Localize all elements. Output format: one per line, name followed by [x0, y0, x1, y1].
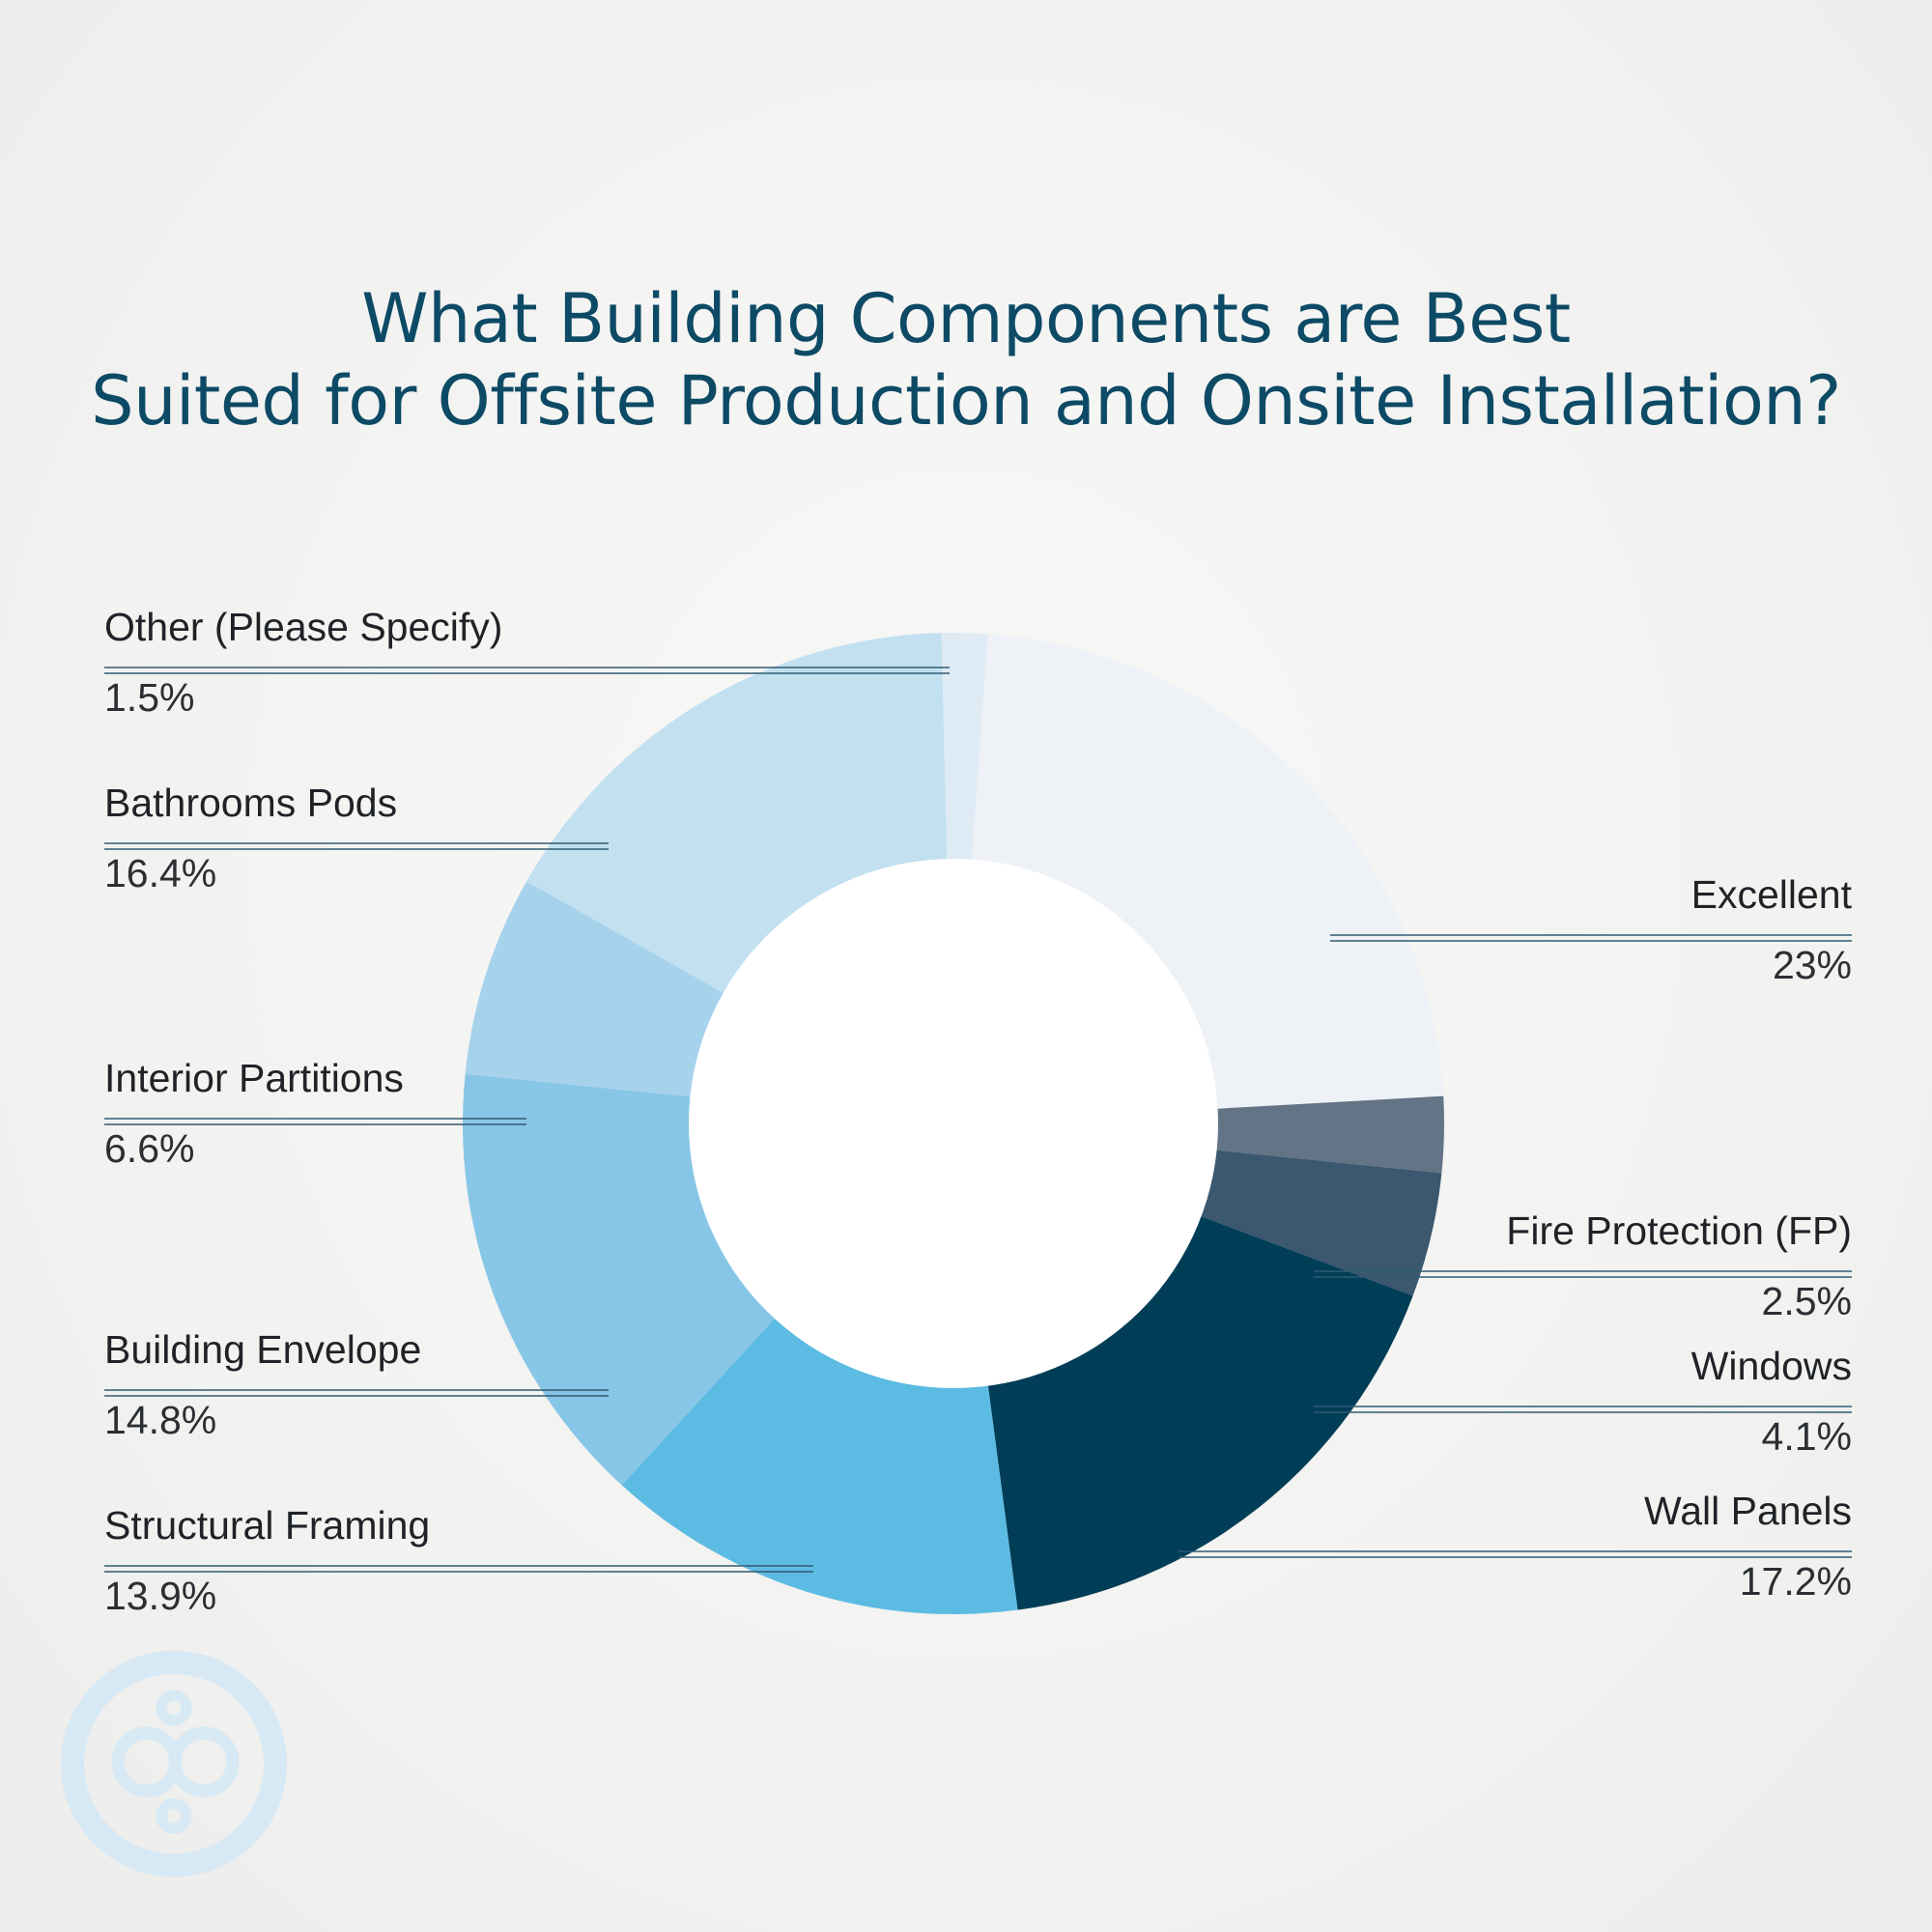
slice-excellent — [971, 634, 1444, 1109]
slice-value-building-envelope: 14.8% — [104, 1398, 216, 1442]
slice-label-structural-framing: Structural Framing — [104, 1503, 430, 1548]
slice-label-fire-protection-fp: Fire Protection (FP) — [1506, 1208, 1852, 1253]
slice-value-excellent: 23% — [1773, 943, 1852, 987]
label-group-windows: Windows 4.1% — [1314, 1344, 1852, 1459]
label-group-building-envelope: Building Envelope 14.8% — [104, 1327, 609, 1442]
slice-value-other-please-specify: 1.5% — [104, 675, 194, 720]
slice-fire-protection-fp — [1214, 1095, 1444, 1174]
slice-other-please-specify — [941, 633, 988, 862]
slice-label-wall-panels: Wall Panels — [1644, 1489, 1852, 1533]
label-group-interior-partitions: Interior Partitions 6.6% — [104, 1056, 526, 1171]
chart-title-line-1: What Building Components are Best — [361, 279, 1571, 358]
slice-label-windows: Windows — [1691, 1344, 1852, 1388]
donut-hole — [689, 859, 1218, 1388]
slice-labels: Excellent 23% Fire Protection (FP) 2.5% Wind… — [104, 605, 1853, 1618]
donut-slices — [462, 633, 1444, 1614]
slice-structural-framing — [621, 1317, 1018, 1614]
slice-value-structural-framing: 13.9% — [104, 1574, 216, 1618]
label-group-other-please-specify: Other (Please Specify) 1.5% — [104, 605, 950, 720]
slice-label-excellent: Excellent — [1691, 872, 1853, 917]
label-group-excellent: Excellent 23% — [1330, 872, 1853, 987]
slice-wall-panels — [987, 1215, 1413, 1610]
slice-building-envelope — [462, 1073, 777, 1486]
slice-windows — [1199, 1150, 1442, 1296]
slice-value-wall-panels: 17.2% — [1740, 1559, 1852, 1604]
label-group-wall-panels: Wall Panels 17.2% — [1179, 1489, 1852, 1604]
slice-label-building-envelope: Building Envelope — [104, 1327, 421, 1372]
slice-value-windows: 4.1% — [1762, 1414, 1852, 1459]
slice-label-interior-partitions: Interior Partitions — [104, 1056, 404, 1100]
label-group-structural-framing: Structural Framing 13.9% — [104, 1503, 813, 1618]
label-group-fire-protection-fp: Fire Protection (FP) 2.5% — [1314, 1208, 1852, 1323]
slice-value-fire-protection-fp: 2.5% — [1762, 1279, 1852, 1323]
company-logo-icon — [61, 1651, 287, 1877]
slice-label-bathrooms-pods: Bathrooms Pods — [104, 781, 397, 825]
slice-value-bathrooms-pods: 16.4% — [104, 851, 216, 895]
slice-label-other-please-specify: Other (Please Specify) — [104, 605, 502, 649]
slice-bathrooms-pods — [526, 633, 948, 994]
chart-title-line-2: Suited for Offsite Production and Onsite… — [91, 361, 1841, 440]
label-group-bathrooms-pods: Bathrooms Pods 16.4% — [104, 781, 609, 895]
slice-interior-partitions — [465, 881, 725, 1097]
slice-value-interior-partitions: 6.6% — [104, 1126, 194, 1171]
